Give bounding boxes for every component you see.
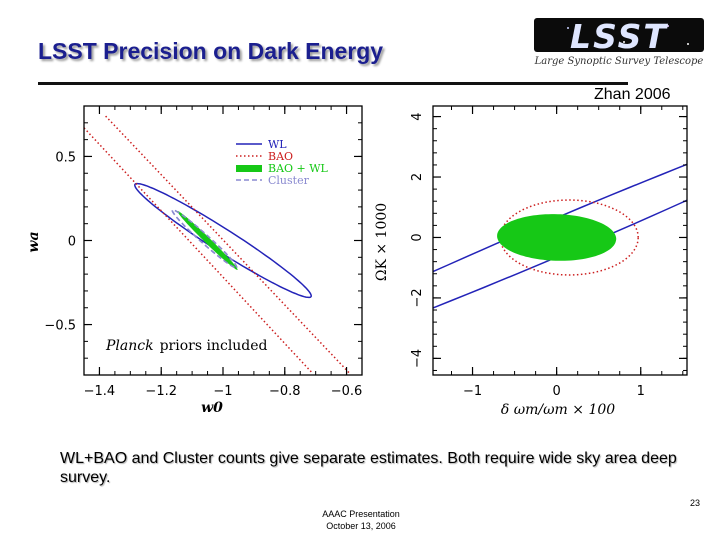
y-tick-label: −2 (410, 288, 425, 307)
y-tick-label: 0.5 (55, 150, 76, 165)
page-number: 23 (690, 498, 701, 508)
slide-title: LSST Precision on Dark Energy (38, 38, 384, 64)
annotation-italic: Planck (105, 338, 154, 354)
series-bao-wl-contour (177, 211, 238, 270)
y-tick-label: −0.5 (44, 319, 76, 334)
annotation-rest: priors included (160, 338, 268, 354)
x-tick-label: −0.8 (269, 384, 301, 399)
x-axis-label: w0 (201, 400, 223, 416)
citation: Zhan 2006 (594, 86, 671, 103)
legend-wl-label: WL (268, 138, 287, 151)
y-tick-label: 2 (410, 173, 425, 181)
y-tick-label: −4 (410, 349, 425, 368)
x-tick-label: −0.6 (331, 384, 363, 399)
series-wl-contour (134, 182, 312, 299)
x-tick-label: 0 (552, 384, 560, 399)
planck-annotation: Planck priors included (105, 338, 268, 354)
legend-bao-wl-swatch (236, 165, 262, 172)
y-axis-label: wa (26, 231, 42, 252)
footer-presentation: AAAC Presentation (322, 509, 400, 519)
x-tick-label: −1 (463, 384, 482, 399)
plot-frame (432, 105, 688, 376)
lsst-logo: LSST Large Synoptic Survey Telescope (528, 14, 710, 70)
x-axis-label: δ ωm/ωm × 100 (501, 402, 615, 418)
x-tick-label: −1.4 (84, 384, 116, 399)
plot-area (433, 163, 687, 309)
legend-cluster-label: Cluster (268, 174, 310, 187)
logo-wordmark: LSST (570, 17, 668, 56)
y-tick-label: 4 (410, 112, 425, 120)
chart-omega-k: −1 0 1 4 2 0 −2 −4 δ ωm/ωm × 100 ΩK × 1000 (374, 105, 688, 418)
logo-subtitle: Large Synoptic Survey Telescope (534, 56, 704, 67)
series-bao-line (105, 115, 351, 374)
plot-area (84, 115, 351, 374)
y-tick-label: 0 (68, 235, 76, 250)
footer-date: October 13, 2006 (326, 521, 396, 531)
x-tick-label: −1.2 (145, 384, 177, 399)
chart-w0-wa: −1.4 −1.2 −1 −0.8 −0.6 0.5 0 −0.5 w0 wa Planck prio… (26, 105, 363, 416)
x-tick-label: −1 (213, 384, 232, 399)
footer: AAAC Presentation October 13, 2006 (300, 508, 422, 532)
y-axis-label: ΩK × 1000 (374, 203, 390, 281)
series-cluster-contour-overlay (171, 209, 238, 269)
x-tick-label: 1 (637, 384, 645, 399)
plot-frame (83, 105, 363, 376)
legend-bao-wl-label: BAO + WL (268, 162, 329, 175)
y-tick-label: 0 (410, 233, 425, 241)
series-bao-wl-contour (497, 214, 617, 261)
slide-caption: WL+BAO and Cluster counts give separate … (60, 450, 677, 486)
legend-bao-label: BAO (268, 150, 293, 163)
title-underline (38, 82, 628, 85)
logo-backdrop (534, 18, 704, 52)
